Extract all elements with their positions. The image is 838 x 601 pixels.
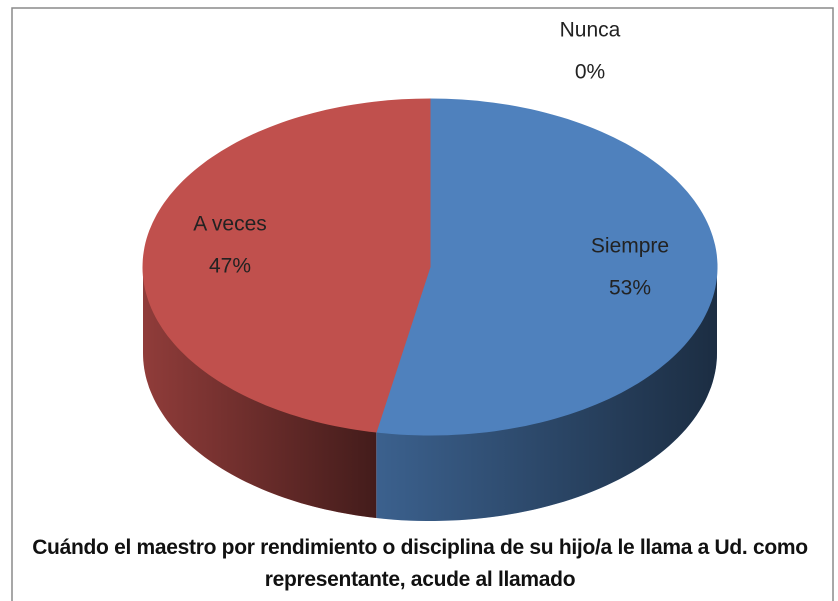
data-label-value: 47% [209, 254, 251, 277]
pie-slice [375, 98, 718, 436]
data-label-value: 53% [609, 277, 651, 300]
data-labels: Siempre 53% A veces 47% Nunca 0% [193, 19, 669, 300]
data-label-value: 0% [575, 61, 605, 84]
data-label-category: A veces [193, 212, 267, 235]
pie-sides [143, 267, 717, 521]
pie-slice [142, 98, 431, 433]
data-label-category: Siempre [591, 235, 669, 258]
pie-tops [142, 98, 718, 436]
pie-slice-side-shade [376, 267, 717, 521]
pie-slice-side-shade [143, 267, 377, 518]
data-label-category: Nunca [560, 19, 621, 42]
chart-title: Cuándo el maestro por rendimiento o disc… [32, 536, 808, 591]
chart-frame [11, 7, 834, 601]
